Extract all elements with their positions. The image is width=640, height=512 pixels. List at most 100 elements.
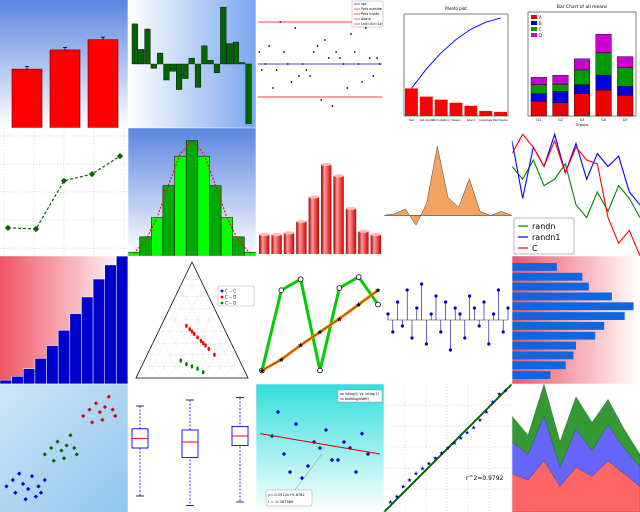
data-point xyxy=(372,75,375,77)
bar-cap xyxy=(358,229,369,233)
annotation-box xyxy=(265,489,313,507)
data-point xyxy=(346,87,349,89)
data-point xyxy=(38,490,44,495)
legend-swatch xyxy=(531,15,537,19)
data-point xyxy=(342,63,345,65)
chart-panel-16 xyxy=(0,384,128,512)
stem-marker xyxy=(468,294,472,298)
stem-marker xyxy=(420,282,424,286)
bar xyxy=(151,217,164,257)
bar-segment xyxy=(530,93,547,102)
bar xyxy=(144,28,151,65)
stem-marker xyxy=(458,312,462,316)
bar xyxy=(358,231,369,254)
bar xyxy=(259,234,270,254)
data-point: ★ xyxy=(394,494,399,501)
data-point: ★ xyxy=(420,465,425,472)
legend-label: intlog(0) Vs. intlog(2) xyxy=(345,392,379,396)
bar xyxy=(11,68,43,129)
bar xyxy=(220,6,227,65)
legend-label: Lsd=Ucl=Lcl xyxy=(361,22,383,26)
tick-label: Permutation xyxy=(433,118,450,122)
tick-label: Sub xyxy=(409,118,415,122)
chart-title: Pareto plot xyxy=(445,6,467,11)
bar-cap xyxy=(370,232,381,237)
stem-marker xyxy=(444,300,448,304)
tick-label: G3 xyxy=(580,118,585,122)
bar xyxy=(213,63,221,73)
data-point xyxy=(26,486,31,492)
data-point: ★ xyxy=(458,435,463,442)
data-point xyxy=(60,177,68,184)
chart-panel-2 xyxy=(128,0,256,128)
bar xyxy=(81,296,94,385)
legend-label: C xyxy=(532,244,538,253)
ternary-gridline xyxy=(180,308,215,379)
data-point xyxy=(185,323,188,328)
bar xyxy=(87,39,119,129)
ternary-gridline xyxy=(186,273,237,379)
ternary-gridline xyxy=(158,285,204,379)
bar xyxy=(512,282,589,291)
legend-label: Pnts outside xyxy=(361,7,382,11)
stem-marker xyxy=(434,294,438,298)
bar-segment xyxy=(595,52,612,76)
bar-cap xyxy=(296,219,307,224)
stem-marker xyxy=(448,348,452,352)
chart-panel-13: ★ ★ ★ ★ ★ ★ ★ xyxy=(256,256,384,384)
bar-segment xyxy=(574,69,591,85)
data-point xyxy=(361,81,364,83)
star-marker: ★ xyxy=(356,301,362,309)
annotation-arrow xyxy=(291,453,323,495)
bar-cap xyxy=(333,174,344,178)
data-point xyxy=(199,338,203,343)
bar xyxy=(512,371,551,379)
data-point: ★ xyxy=(388,499,393,506)
chart-panel-11 xyxy=(0,255,129,385)
data-point xyxy=(190,364,194,369)
data-point xyxy=(279,21,282,23)
data-point xyxy=(51,458,56,463)
legend-label: bstfitlog(bstfit) xyxy=(345,397,369,401)
tick-label: Permission xyxy=(493,118,508,122)
bar-segment xyxy=(552,74,569,85)
bar xyxy=(174,155,187,257)
bar xyxy=(49,49,81,129)
bar-cap xyxy=(308,195,319,199)
data-point xyxy=(207,346,211,352)
chart-panel-18: y=-0.2512x+9.8762 r = -0.267389 intlog(0) … xyxy=(256,384,384,512)
legend-swatch xyxy=(531,27,537,31)
stem-marker xyxy=(429,312,433,316)
data-point xyxy=(305,69,308,71)
bar xyxy=(176,63,183,90)
bar xyxy=(419,96,433,116)
bar-segment xyxy=(617,56,634,68)
data-point xyxy=(378,63,381,65)
legend-label: Pnts inside xyxy=(361,12,379,16)
bar xyxy=(104,264,117,385)
data-point: ★ xyxy=(465,430,470,437)
ternary-gridline xyxy=(191,319,221,379)
series-line xyxy=(511,158,640,219)
bar xyxy=(150,63,157,69)
x-axis-label: Groups xyxy=(576,123,589,127)
star-marker: ★ xyxy=(278,356,284,364)
bar-segment xyxy=(530,77,547,86)
data-point: ★ xyxy=(471,425,476,432)
data-point xyxy=(324,39,326,41)
stem-marker xyxy=(463,336,467,340)
legend-label: Alpha xyxy=(361,17,371,21)
bar-segment xyxy=(552,102,569,117)
series-line xyxy=(511,133,640,257)
stem-marker xyxy=(487,342,491,346)
bar xyxy=(512,331,596,340)
bar-segment xyxy=(595,34,612,54)
bar xyxy=(239,62,246,65)
ternary-gridline xyxy=(180,285,226,379)
data-point xyxy=(364,27,367,29)
tick-label: G2 xyxy=(558,118,563,122)
star-marker: ★ xyxy=(298,342,304,350)
data-point xyxy=(268,45,271,47)
data-point xyxy=(297,276,304,283)
